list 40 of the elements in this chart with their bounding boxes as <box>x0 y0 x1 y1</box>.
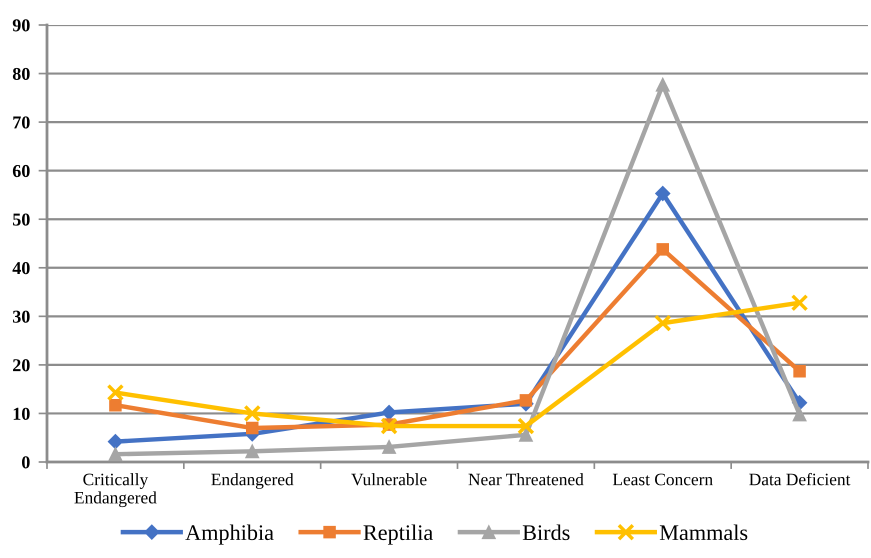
point <box>656 243 669 256</box>
point <box>790 294 808 312</box>
point <box>245 444 260 458</box>
x-tick-label: Vulnerable <box>351 473 427 486</box>
point <box>654 314 672 332</box>
point <box>655 186 670 202</box>
point <box>793 364 806 378</box>
y-tick-label: 30 <box>12 310 30 323</box>
y-tick-label: 80 <box>12 68 30 80</box>
legend-label: Mammals <box>660 524 748 540</box>
y-tick-label: 40 <box>12 262 30 274</box>
point <box>792 407 807 422</box>
legend-label: Reptilia <box>364 524 433 545</box>
point <box>106 384 124 402</box>
point <box>518 428 533 442</box>
point <box>244 404 261 422</box>
legend-label: Birds <box>522 524 570 540</box>
point <box>109 398 122 412</box>
y-tick-label: 70 <box>13 116 30 129</box>
point <box>380 417 398 435</box>
x-tick-label: Least Concern <box>612 474 713 486</box>
x-tick-label: Data Deficient <box>749 472 850 486</box>
y-tick-label: 0 <box>22 456 30 468</box>
y-tick-label: 50 <box>13 213 30 226</box>
legend-label: Amphibia <box>185 524 274 545</box>
point <box>382 440 396 454</box>
point <box>520 394 532 407</box>
y-tick-label: 60 <box>12 164 30 178</box>
point <box>382 404 397 420</box>
y-tick-label: 10 <box>14 408 30 420</box>
point <box>517 417 535 435</box>
y-tick-label: 20 <box>13 359 30 372</box>
point <box>656 78 670 92</box>
y-tick-label: 90 <box>12 19 30 32</box>
x-tick-label: Critically Endangered <box>74 473 157 508</box>
point <box>246 422 258 434</box>
point <box>108 434 123 450</box>
point <box>108 447 122 462</box>
x-tick-label: Endangered <box>211 473 294 489</box>
x-tick-label: Near Threatened <box>468 473 584 486</box>
